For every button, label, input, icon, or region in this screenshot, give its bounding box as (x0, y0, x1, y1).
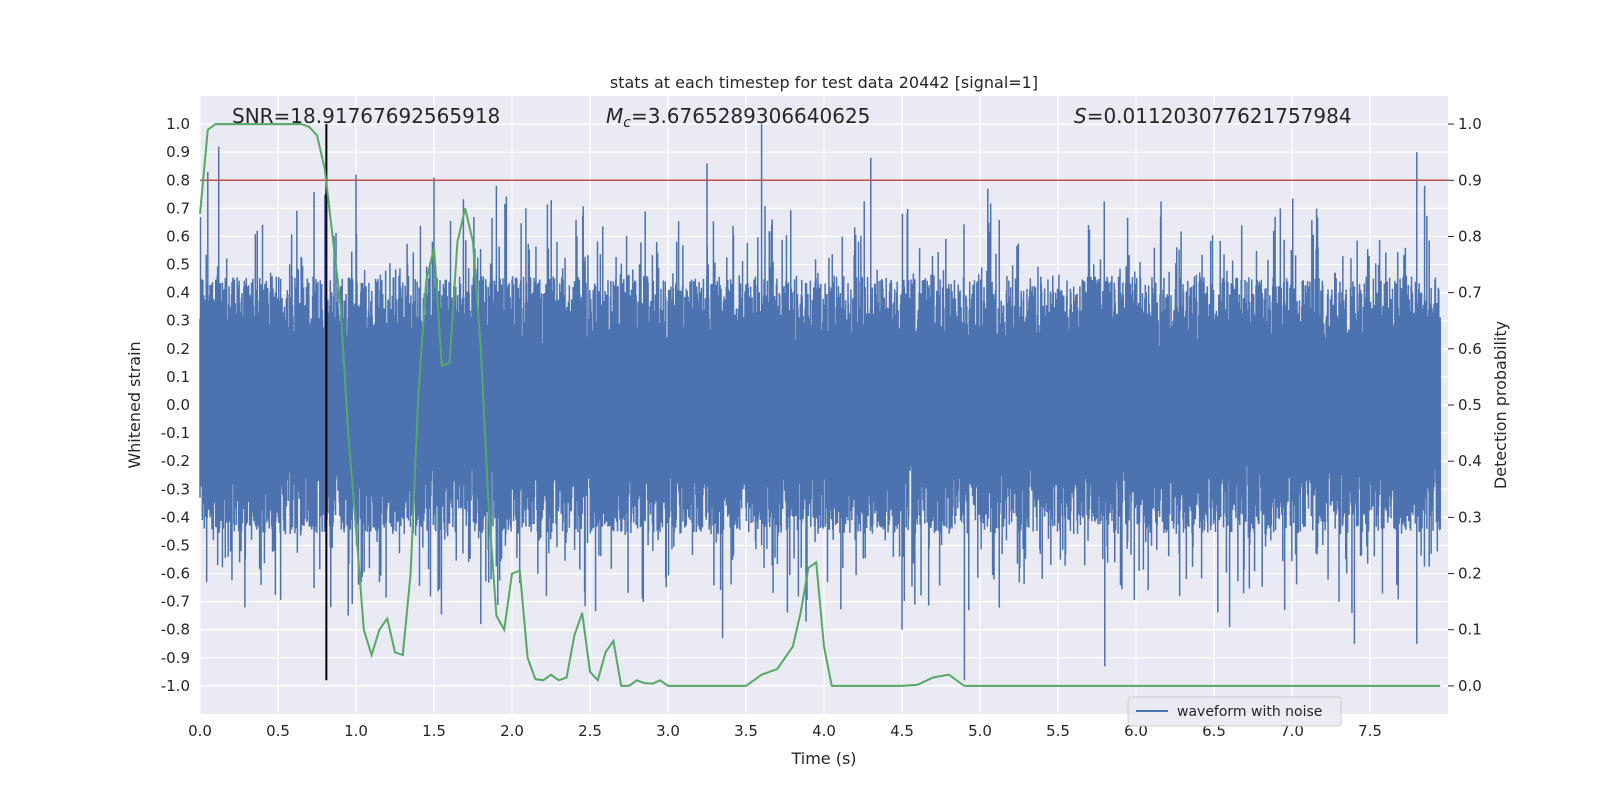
legend: waveform with noise (1127, 696, 1342, 727)
y-tick-label-left: -0.1 (161, 424, 190, 442)
y-tick-label-left: -0.5 (161, 536, 190, 554)
x-tick-label: 3.5 (734, 722, 758, 740)
s-symbol: S (1074, 104, 1087, 128)
y-tick-label-right: 1.0 (1458, 115, 1482, 133)
probability-series (199, 123, 1441, 687)
y-tick-label-left: 0.4 (166, 284, 190, 302)
x-tick-label: 4.5 (890, 722, 914, 740)
y-axis-label-right: Detection probability (1491, 321, 1510, 489)
y-tick-label-left: -0.8 (161, 621, 190, 639)
y-tick-label-left: -0.9 (161, 649, 190, 667)
y-tick-label-right: 0.6 (1458, 340, 1482, 358)
axes: 0.0 0.5 1.0 1.5 2.0 2.5 3.0 3.5 4.0 4.5 5.0 5.5 6.0 6… (161, 115, 1482, 740)
legend-label-waveform: waveform with noise (1177, 704, 1322, 720)
y-axis-label-left: Whitened strain (125, 341, 144, 468)
mc-annotation: Mc=3.6765289306640625 (606, 104, 870, 131)
mc-symbol: M (606, 104, 623, 128)
y-tick-label-left: 0.7 (166, 199, 190, 217)
chart-title: stats at each timestep for test data 204… (610, 73, 1038, 92)
y-tick-label-right: 0.9 (1458, 171, 1482, 189)
s-annotation: S=0.011203077621757984 (1074, 104, 1352, 128)
y-tick-label-left: 0.3 (166, 312, 190, 330)
y-tick-label-left: -0.4 (161, 508, 190, 526)
mc-subscript: c (623, 115, 631, 131)
y-tick-label-right: 0.8 (1458, 227, 1482, 245)
waveform-series (199, 124, 1441, 681)
x-tick-label: 1.5 (422, 722, 446, 740)
y-tick-label-left: 0.9 (166, 143, 190, 161)
y-tick-label-left: 0.6 (166, 227, 190, 245)
y-tick-label-left: 0.5 (166, 256, 190, 274)
x-tick-label: 5.5 (1046, 722, 1070, 740)
y-tick-label-right: 0.0 (1458, 677, 1482, 695)
x-tick-label: 7.5 (1358, 722, 1382, 740)
y-tick-label-left: -0.7 (161, 593, 190, 611)
y-tick-label-right: 0.3 (1458, 508, 1482, 526)
y-tick-label-left: -0.2 (161, 452, 190, 470)
x-tick-label: 2.5 (578, 722, 602, 740)
y-tick-label-left: -1.0 (161, 677, 190, 695)
x-tick-label: 5.0 (968, 722, 992, 740)
legend-box (1127, 696, 1342, 727)
y-tick-label-left: 1.0 (166, 115, 190, 133)
y-tick-label-left: -0.6 (161, 565, 190, 583)
y-tick-label-right: 0.5 (1458, 396, 1482, 414)
mc-value: =3.6765289306640625 (631, 104, 870, 128)
s-value: =0.011203077621757984 (1087, 104, 1352, 128)
y-tick-label-right: 0.2 (1458, 565, 1482, 583)
x-tick-label: 1.0 (344, 722, 368, 740)
y-tick-label-left: 0.0 (166, 396, 190, 414)
y-tick-label-left: 0.1 (166, 368, 190, 386)
x-axis-label: Time (s) (790, 749, 856, 768)
x-tick-label: 2.0 (500, 722, 524, 740)
y-tick-label-left: -0.3 (161, 480, 190, 498)
y-tick-label-right: 0.1 (1458, 621, 1482, 639)
y-tick-label-left: 0.8 (166, 171, 190, 189)
x-tick-label: 0.0 (188, 722, 212, 740)
y-tick-label-right: 0.4 (1458, 452, 1482, 470)
overlays (200, 124, 1448, 681)
x-tick-label: 3.0 (656, 722, 680, 740)
x-tick-label: 0.5 (266, 722, 290, 740)
probability-line (199, 123, 1441, 687)
y-tick-label-right: 0.7 (1458, 284, 1482, 302)
snr-annotation: SNR=18.91767692565918 (232, 104, 500, 128)
waveform-line (199, 124, 1441, 681)
y-tick-label-left: 0.2 (166, 340, 190, 358)
x-tick-label: 4.0 (812, 722, 836, 740)
